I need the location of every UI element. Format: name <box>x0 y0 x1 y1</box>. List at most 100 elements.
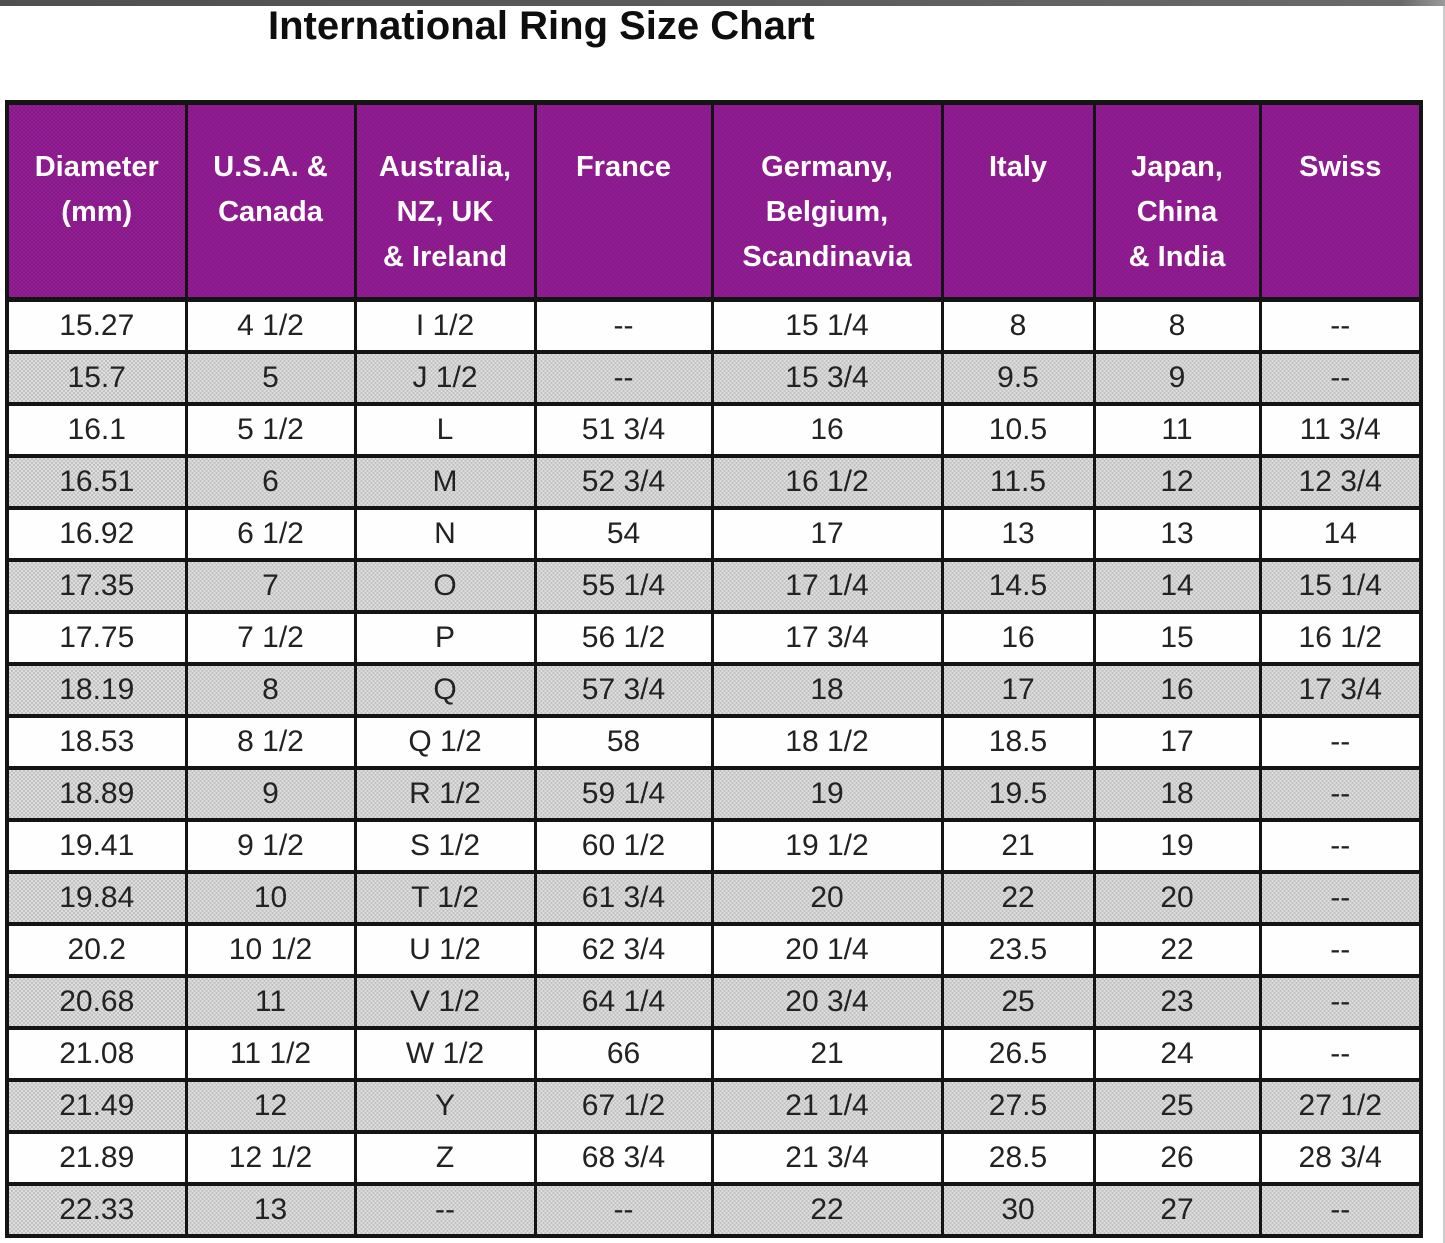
cell: 5 <box>184 349 357 406</box>
cell: 17 <box>710 505 944 562</box>
cell: 8 <box>940 297 1096 354</box>
cell: 18 1/2 <box>710 713 944 770</box>
cell: 12 3/4 <box>1258 453 1423 510</box>
cell: 22 <box>710 1181 944 1238</box>
cell: 19.41 <box>5 817 188 874</box>
cell: 68 3/4 <box>533 1129 714 1186</box>
table-header: Diameter (mm) U.S.A. & Canada Australia,… <box>5 100 1423 302</box>
top-divider-line <box>0 0 1445 6</box>
cell: 27 <box>1092 1181 1262 1238</box>
cell: 13 <box>940 505 1096 562</box>
table-row: 18.89 9 R 1/2 59 1/4 19 19.5 18 -- <box>5 765 1423 822</box>
cell: 16 1/2 <box>710 453 944 510</box>
right-edge-line <box>1443 6 1445 1243</box>
cell: 8 1/2 <box>184 713 357 770</box>
cell: 20 1/4 <box>710 921 944 978</box>
cell: 20.2 <box>5 921 188 978</box>
cell: 52 3/4 <box>533 453 714 510</box>
cell: -- <box>1258 1025 1423 1082</box>
cell: 24 <box>1092 1025 1262 1082</box>
cell: U 1/2 <box>353 921 537 978</box>
cell: 28 3/4 <box>1258 1129 1423 1186</box>
cell: 17 3/4 <box>710 609 944 666</box>
cell: 15.7 <box>5 349 188 406</box>
cell: Y <box>353 1077 537 1134</box>
cell: 17 3/4 <box>1258 661 1423 718</box>
cell: 66 <box>533 1025 714 1082</box>
cell: 27 1/2 <box>1258 1077 1423 1134</box>
cell: -- <box>1258 869 1423 926</box>
cell: 14.5 <box>940 557 1096 614</box>
cell: 21 3/4 <box>710 1129 944 1186</box>
cell: 21.89 <box>5 1129 188 1186</box>
cell: 10.5 <box>940 401 1096 458</box>
cell: 19.84 <box>5 869 188 926</box>
cell: 9 <box>1092 349 1262 406</box>
cell: 22 <box>1092 921 1262 978</box>
cell: -- <box>1258 713 1423 770</box>
cell: -- <box>1258 973 1423 1030</box>
cell: 9.5 <box>940 349 1096 406</box>
table-row: 16.92 6 1/2 N 54 17 13 13 14 <box>5 505 1423 562</box>
cell: 15 1/4 <box>1258 557 1423 614</box>
table-row: 15.27 4 1/2 I 1/2 -- 15 1/4 8 8 -- <box>5 297 1423 354</box>
cell: 17 1/4 <box>710 557 944 614</box>
col-header-italy: Italy <box>940 100 1096 302</box>
table-row: 16.51 6 M 52 3/4 16 1/2 11.5 12 12 3/4 <box>5 453 1423 510</box>
table-row: 16.1 5 1/2 L 51 3/4 16 10.5 11 11 3/4 <box>5 401 1423 458</box>
cell: 25 <box>940 973 1096 1030</box>
cell: I 1/2 <box>353 297 537 354</box>
table-row: 21.49 12 Y 67 1/2 21 1/4 27.5 25 27 1/2 <box>5 1077 1423 1134</box>
cell: 22 <box>940 869 1096 926</box>
cell: 12 <box>184 1077 357 1134</box>
cell: 25 <box>1092 1077 1262 1134</box>
cell: T 1/2 <box>353 869 537 926</box>
cell: -- <box>353 1181 537 1238</box>
cell: 30 <box>940 1181 1096 1238</box>
cell: 59 1/4 <box>533 765 714 822</box>
header-row: Diameter (mm) U.S.A. & Canada Australia,… <box>5 100 1423 302</box>
table-row: 18.53 8 1/2 Q 1/2 58 18 1/2 18.5 17 -- <box>5 713 1423 770</box>
cell: 8 <box>184 661 357 718</box>
table-row: 15.7 5 J 1/2 -- 15 3/4 9.5 9 -- <box>5 349 1423 406</box>
cell: 22.33 <box>5 1181 188 1238</box>
cell: 15.27 <box>5 297 188 354</box>
cell: 11 <box>1092 401 1262 458</box>
cell: 54 <box>533 505 714 562</box>
cell: 11 <box>184 973 357 1030</box>
cell: 11 3/4 <box>1258 401 1423 458</box>
cell: 18.5 <box>940 713 1096 770</box>
cell: Q <box>353 661 537 718</box>
table-row: 21.08 11 1/2 W 1/2 66 21 26.5 24 -- <box>5 1025 1423 1082</box>
col-header-germany-belgium-scandinavia: Germany, Belgium, Scandinavia <box>710 100 944 302</box>
cell: R 1/2 <box>353 765 537 822</box>
cell: 17.35 <box>5 557 188 614</box>
cell: J 1/2 <box>353 349 537 406</box>
cell: 11.5 <box>940 453 1096 510</box>
cell: 21 1/4 <box>710 1077 944 1134</box>
cell: 6 1/2 <box>184 505 357 562</box>
cell: 21 <box>710 1025 944 1082</box>
cell: 10 <box>184 869 357 926</box>
cell: -- <box>1258 1181 1423 1238</box>
cell: 9 <box>184 765 357 822</box>
table-row: 19.41 9 1/2 S 1/2 60 1/2 19 1/2 21 19 -- <box>5 817 1423 874</box>
cell: 16.92 <box>5 505 188 562</box>
cell: 18 <box>710 661 944 718</box>
cell: 12 <box>1092 453 1262 510</box>
cell: -- <box>1258 297 1423 354</box>
cell: 55 1/4 <box>533 557 714 614</box>
cell: 11 1/2 <box>184 1025 357 1082</box>
table-row: 22.33 13 -- -- 22 30 27 -- <box>5 1181 1423 1238</box>
col-header-diameter-mm: Diameter (mm) <box>5 100 188 302</box>
cell: -- <box>1258 349 1423 406</box>
cell: 21.08 <box>5 1025 188 1082</box>
cell: V 1/2 <box>353 973 537 1030</box>
cell: M <box>353 453 537 510</box>
cell: 20 <box>710 869 944 926</box>
cell: 64 1/4 <box>533 973 714 1030</box>
col-header-usa-canada: U.S.A. & Canada <box>184 100 357 302</box>
cell: 14 <box>1258 505 1423 562</box>
table-row: 19.84 10 T 1/2 61 3/4 20 22 20 -- <box>5 869 1423 926</box>
